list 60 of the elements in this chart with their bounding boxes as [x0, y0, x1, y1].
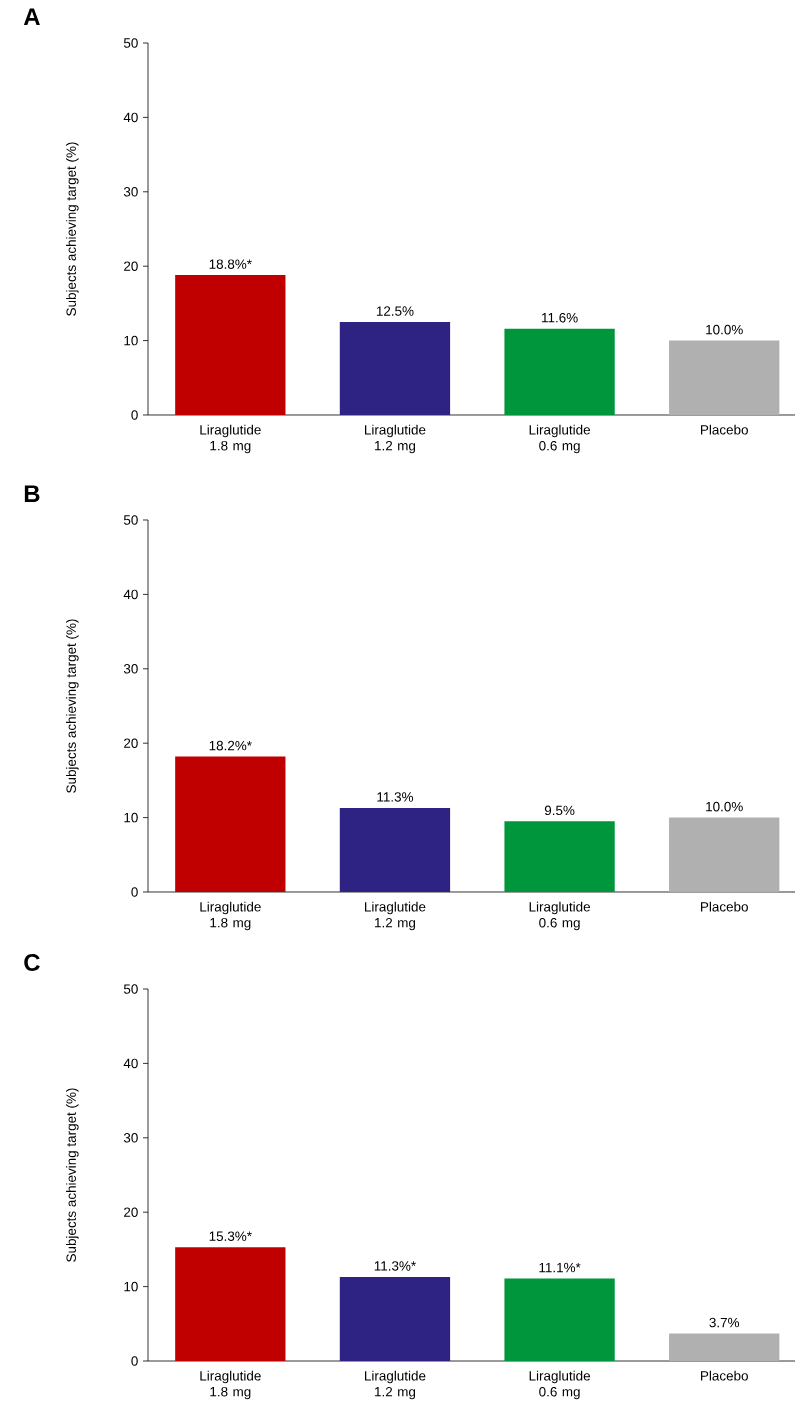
y-axis-title: Subjects achieving target (%)	[66, 142, 79, 316]
x-tick-label: Liraglutide 1.2 mg	[365, 901, 426, 931]
data-label: 11.1%*	[539, 1262, 581, 1273]
data-label: 15.3%*	[209, 1231, 252, 1241]
chart-title: B	[24, 485, 40, 502]
x-tick-label: Placebo	[701, 1370, 748, 1381]
y-tick-label: 50	[123, 984, 138, 994]
data-label: 3.7%	[709, 1317, 740, 1328]
x-tick-label: Liraglutide 1.2 mg	[365, 1370, 426, 1400]
data-label: 11.3%*	[374, 1261, 416, 1271]
y-tick-label: 30	[123, 187, 138, 197]
y-tick-label: 40	[123, 1058, 138, 1069]
x-tick-label: Liraglutide 0.6 mg	[529, 424, 591, 454]
y-tick-label: 50	[123, 515, 138, 525]
bar	[504, 1278, 615, 1361]
x-tick-label: Liraglutide 1.2 mg	[365, 424, 426, 454]
x-tick-label: Liraglutide 1.8 mg	[200, 901, 261, 931]
y-tick-label: 0	[131, 1356, 138, 1366]
y-tick-label: 30	[123, 1133, 138, 1143]
y-axis-title: Subjects achieving target (%)	[66, 619, 79, 793]
data-label: 11.3%	[377, 792, 414, 802]
y-tick-label: 20	[124, 738, 138, 748]
x-tick-label: Liraglutide 0.6 mg	[529, 901, 591, 931]
bar	[669, 1333, 780, 1361]
bar	[175, 275, 286, 415]
x-tick-label: Placebo	[701, 424, 748, 435]
y-tick-label: 0	[131, 410, 138, 420]
bar	[339, 807, 451, 892]
data-label: 10.0%	[706, 324, 743, 335]
x-tick-label: Liraglutide 1.8 mg	[200, 424, 261, 454]
bar	[339, 1276, 451, 1361]
bar	[175, 1247, 286, 1361]
y-tick-label: 20	[124, 1207, 138, 1217]
y-tick-label: 30	[123, 664, 138, 674]
y-tick-label: 40	[123, 112, 138, 123]
chart-title: A	[23, 8, 40, 25]
x-tick-label: Liraglutide 1.8 mg	[200, 1370, 261, 1400]
y-tick-label: 40	[123, 589, 138, 600]
data-label: 18.2%*	[209, 740, 252, 751]
y-tick-label: 0	[131, 887, 138, 897]
bar	[669, 817, 780, 892]
data-label: 18.8%*	[209, 259, 252, 269]
y-tick-label: 50	[123, 38, 138, 48]
x-tick-label: Liraglutide 0.6 mg	[529, 1370, 591, 1400]
data-label: 9.5%	[544, 805, 575, 816]
y-tick-label: 10	[124, 1281, 138, 1292]
bar	[339, 321, 451, 415]
x-tick-label: Placebo	[701, 901, 748, 912]
chart-title: C	[24, 953, 40, 971]
y-tick-label: 20	[124, 261, 138, 271]
data-label: 11.6%	[542, 312, 578, 323]
y-tick-label: 10	[124, 812, 138, 823]
data-label: 10.0%	[706, 801, 743, 812]
data-label: 12.5%	[376, 306, 414, 316]
bar	[175, 756, 286, 892]
y-tick-label: 10	[124, 335, 138, 346]
bar	[504, 328, 615, 415]
bar	[504, 821, 615, 892]
y-axis-title: Subjects achieving target (%)	[66, 1088, 79, 1262]
bar	[669, 340, 780, 415]
